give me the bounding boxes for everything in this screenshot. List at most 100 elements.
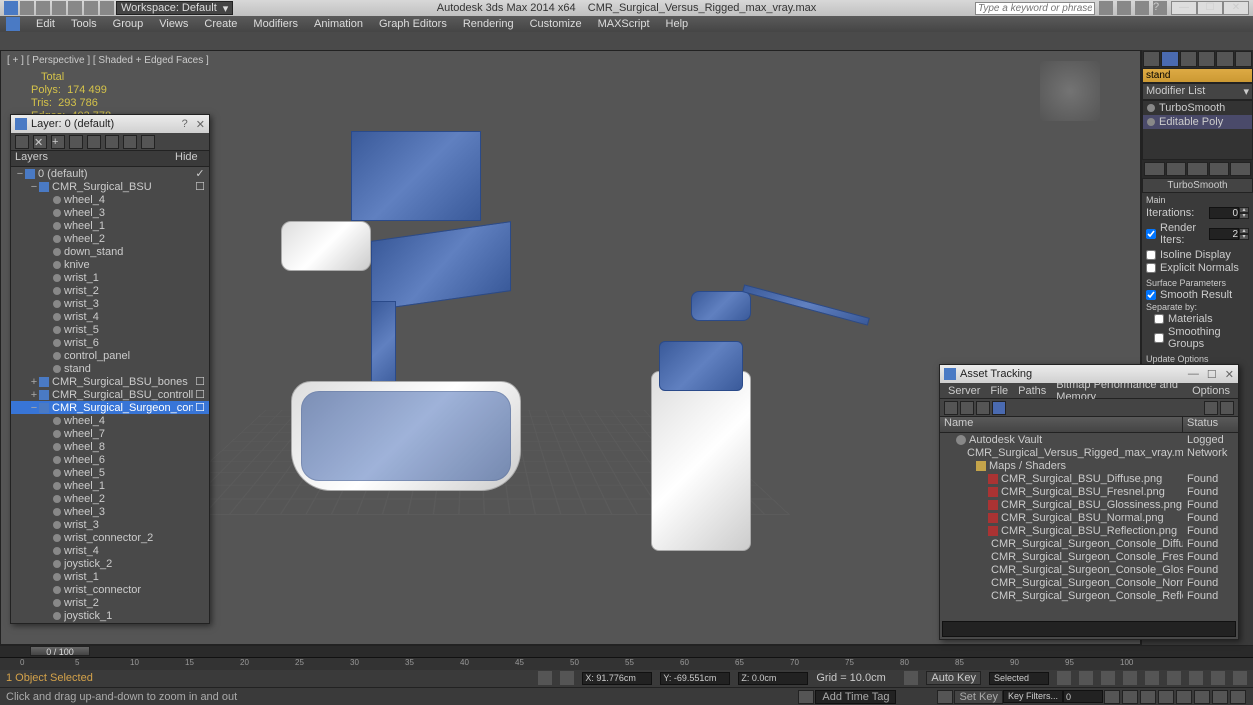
play-end-icon[interactable] <box>1145 671 1159 685</box>
layer-list[interactable]: −0 (default)✓−CMR_Surgical_BSU☐wheel_4wh… <box>11 167 209 623</box>
spin-down-icon[interactable]: ▾ <box>1239 213 1249 219</box>
modify-tab-icon[interactable] <box>1161 51 1178 67</box>
layer-row[interactable]: knive <box>11 258 209 271</box>
layer-row[interactable]: wheel_2 <box>11 492 209 505</box>
asset-row[interactable]: CMR_Surgical_BSU_Glossiness.pngFound <box>940 498 1238 511</box>
layer-panel-title[interactable]: Layer: 0 (default) ?✕ <box>11 115 209 133</box>
fov-icon[interactable] <box>1176 690 1192 704</box>
set-key-button[interactable]: Set Key <box>954 690 1003 704</box>
delete-layer-icon[interactable]: ✕ <box>33 135 47 149</box>
new-layer-icon[interactable] <box>15 135 29 149</box>
help-icon[interactable] <box>1099 1 1113 15</box>
play-prev-icon[interactable] <box>1079 671 1093 685</box>
layer-row[interactable]: wrist_connector <box>11 583 209 596</box>
save-icon[interactable] <box>52 1 66 15</box>
layer-row[interactable]: wheel_3 <box>11 505 209 518</box>
at-icon-5[interactable] <box>1204 401 1218 415</box>
layer-row[interactable]: wrist_1 <box>11 271 209 284</box>
menu-graph-editors[interactable]: Graph Editors <box>371 18 455 30</box>
asset-row[interactable]: Maps / Shaders <box>940 459 1238 472</box>
layer-row[interactable]: wheel_3 <box>11 206 209 219</box>
asset-row[interactable]: Autodesk VaultLogged <box>940 433 1238 446</box>
time-ruler[interactable]: 0510152025303540455055606570758085909510… <box>0 658 1253 670</box>
menu-help[interactable]: Help <box>658 18 697 30</box>
layer-row[interactable]: wrist_3 <box>11 297 209 310</box>
unique-icon[interactable] <box>1187 162 1208 176</box>
close-icon[interactable]: ✕ <box>1225 368 1234 381</box>
menu-group[interactable]: Group <box>105 18 152 30</box>
materials-check[interactable] <box>1154 314 1164 324</box>
layer-row[interactable]: wheel_8 <box>11 440 209 453</box>
layer-row[interactable]: wrist_1 <box>11 570 209 583</box>
layer-row[interactable]: wrist_3 <box>11 518 209 531</box>
comm-icon[interactable] <box>1117 1 1131 15</box>
menu-create[interactable]: Create <box>196 18 245 30</box>
motion-tab-icon[interactable] <box>1198 51 1215 67</box>
menu-modifiers[interactable]: Modifiers <box>245 18 306 30</box>
coord-x[interactable] <box>582 672 652 685</box>
utilities-tab-icon[interactable] <box>1235 51 1252 67</box>
layer-row[interactable]: joystick_1 <box>11 609 209 622</box>
smoothing-check[interactable] <box>1154 333 1164 343</box>
render-iters-check[interactable] <box>1146 229 1156 239</box>
hierarchy-tab-icon[interactable] <box>1180 51 1197 67</box>
modifier-stack[interactable]: TurboSmoothEditable Poly <box>1142 100 1253 160</box>
layers-col[interactable]: Layers <box>15 151 175 166</box>
layer-row[interactable]: wrist_4 <box>11 310 209 323</box>
nav-icon-3[interactable] <box>1211 671 1225 685</box>
maximize-button[interactable]: ☐ <box>1197 1 1223 15</box>
asset-row[interactable]: CMR_Surgical_BSU_Reflection.pngFound <box>940 524 1238 537</box>
layer-row[interactable]: joystick_2 <box>11 557 209 570</box>
viewport-label[interactable]: [ + ] [ Perspective ] [ Shaded + Edged F… <box>7 55 209 66</box>
app-menu-icon[interactable] <box>6 17 20 31</box>
asset-row[interactable]: CMR_Surgical_Surgeon_Console_Glossiness.… <box>940 563 1238 576</box>
layer-row[interactable]: wrist_6 <box>11 336 209 349</box>
play-icon[interactable] <box>1101 671 1115 685</box>
time-config-icon[interactable] <box>1104 690 1120 704</box>
asset-panel-title[interactable]: Asset Tracking —☐✕ <box>940 365 1238 383</box>
menu-rendering[interactable]: Rendering <box>455 18 522 30</box>
render-iters-input[interactable] <box>1209 228 1239 240</box>
layer-row[interactable]: stand <box>11 362 209 375</box>
minimize-icon[interactable]: — <box>1188 368 1199 381</box>
asset-list[interactable]: Autodesk VaultLoggedCMR_Surgical_Versus_… <box>940 433 1238 619</box>
add-to-layer-icon[interactable]: + <box>51 135 65 149</box>
close-button[interactable]: ✕ <box>1223 1 1249 15</box>
star-icon[interactable] <box>1135 1 1149 15</box>
script-icon[interactable] <box>798 690 814 704</box>
at-icon-3[interactable] <box>976 401 990 415</box>
layer-row[interactable]: +CMR_Surgical_BSU_controllers☐ <box>11 388 209 401</box>
help-icon[interactable]: ? <box>182 118 188 131</box>
link-icon[interactable] <box>100 1 114 15</box>
open-icon[interactable] <box>36 1 50 15</box>
refresh-icon[interactable] <box>944 401 958 415</box>
time-thumb[interactable]: 0 / 100 <box>30 646 90 656</box>
asset-menu-options[interactable]: Options <box>1188 385 1234 397</box>
coord-y[interactable] <box>660 672 730 685</box>
layer-row[interactable]: wheel_2 <box>11 232 209 245</box>
snap-icon[interactable] <box>560 671 574 685</box>
hide-icon[interactable] <box>105 135 119 149</box>
orbit-icon[interactable] <box>1212 690 1228 704</box>
freeze-icon[interactable] <box>123 135 137 149</box>
menu-views[interactable]: Views <box>151 18 196 30</box>
asset-row[interactable]: CMR_Surgical_Surgeon_Console_Diffuse.png… <box>940 537 1238 550</box>
smooth-result-check[interactable] <box>1146 290 1156 300</box>
status-col[interactable]: Status <box>1183 417 1238 432</box>
highlight-icon[interactable] <box>87 135 101 149</box>
asset-menu-paths[interactable]: Paths <box>1014 385 1050 397</box>
layer-row[interactable]: wrist_2 <box>11 284 209 297</box>
spin-down-icon[interactable]: ▾ <box>1239 234 1249 240</box>
asset-row[interactable]: CMR_Surgical_Surgeon_Console_Normal.pngF… <box>940 576 1238 589</box>
menu-animation[interactable]: Animation <box>306 18 371 30</box>
layer-row[interactable]: wheel_6 <box>11 453 209 466</box>
stack-item[interactable]: Editable Poly <box>1143 115 1252 129</box>
stack-item[interactable]: TurboSmooth <box>1143 101 1252 115</box>
auto-key-button[interactable]: Auto Key <box>926 671 981 685</box>
frame-input[interactable] <box>1063 690 1103 703</box>
minimize-button[interactable]: — <box>1171 1 1197 15</box>
props-icon[interactable] <box>141 135 155 149</box>
key-filters-dropdown[interactable]: Key Filters... <box>1003 690 1063 703</box>
hide-col[interactable]: Hide <box>175 151 205 166</box>
selected-dropdown[interactable]: Selected <box>989 672 1049 685</box>
